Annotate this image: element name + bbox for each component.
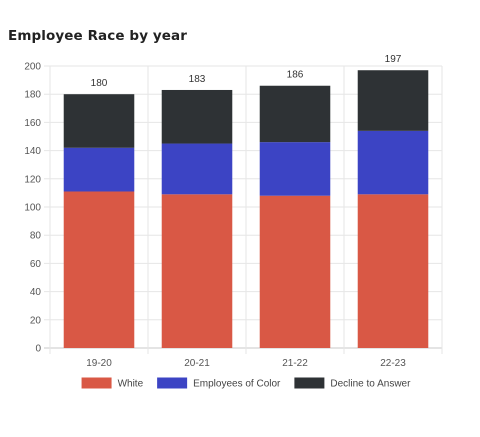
x-tick-label: 21-22 — [282, 358, 308, 369]
y-tick-label: 20 — [30, 315, 42, 326]
legend-label[interactable]: Decline to Answer — [330, 379, 411, 390]
bar-segment[interactable] — [259, 142, 331, 196]
legend-swatch[interactable] — [81, 377, 112, 389]
bar-segment[interactable] — [63, 94, 135, 148]
bar-total-label: 186 — [287, 70, 304, 81]
y-tick-label: 80 — [30, 231, 42, 242]
bar-total-label: 197 — [385, 54, 402, 65]
bar-segment[interactable] — [63, 147, 135, 192]
chart-legend[interactable]: White Employees of Color Decline to Answer — [81, 377, 412, 390]
bar-segment[interactable] — [161, 143, 233, 195]
bar-segment[interactable] — [161, 194, 233, 348]
bar-segment[interactable] — [63, 191, 135, 348]
legend-swatch[interactable] — [157, 377, 188, 389]
y-tick-label: 140 — [24, 146, 41, 157]
y-tick-label: 0 — [35, 344, 41, 355]
y-tick-label: 180 — [24, 90, 41, 101]
y-tick-label: 200 — [24, 62, 41, 73]
x-tick-label: 22-23 — [380, 358, 406, 369]
bar-segment[interactable] — [357, 130, 429, 195]
y-tick-label: 60 — [30, 259, 42, 270]
y-tick-label: 120 — [24, 174, 41, 185]
legend-swatch[interactable] — [294, 377, 325, 389]
bar-segment[interactable] — [357, 70, 429, 131]
bar-segment[interactable] — [357, 194, 429, 348]
axis-layer: 0 20 40 60 80 100 120 140 160 180 200 180 19-20 183 20… — [24, 54, 406, 369]
bar-layer — [63, 70, 429, 348]
y-tick-label: 160 — [24, 118, 41, 129]
bar-segment[interactable] — [259, 85, 331, 143]
bar-segment[interactable] — [161, 89, 233, 144]
y-tick-label: 100 — [24, 203, 41, 214]
bar-total-label: 183 — [189, 74, 206, 85]
bar-segment[interactable] — [259, 195, 331, 348]
legend-label[interactable]: White — [118, 379, 144, 390]
page-title: Employee Race by year — [8, 28, 188, 44]
x-tick-label: 19-20 — [86, 358, 112, 369]
bar-total-label: 180 — [91, 78, 108, 89]
x-tick-label: 20-21 — [184, 358, 210, 369]
legend-label[interactable]: Employees of Color — [193, 379, 281, 390]
y-tick-label: 40 — [30, 287, 42, 298]
